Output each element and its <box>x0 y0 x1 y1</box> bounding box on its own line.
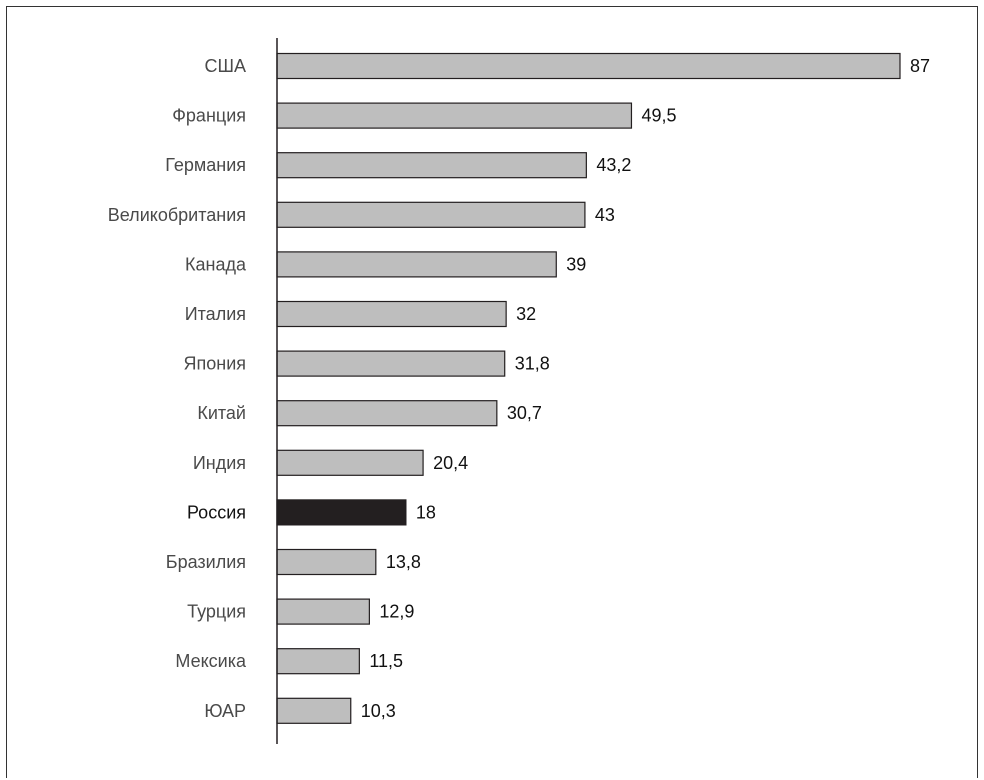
value-label: 43 <box>595 205 615 225</box>
bar <box>276 697 352 724</box>
category-label: Индия <box>193 453 246 473</box>
value-label: 11,5 <box>369 651 403 671</box>
category-label: Япония <box>184 354 247 374</box>
category-label: Канада <box>185 254 247 274</box>
category-label: Франция <box>172 106 246 126</box>
bar <box>276 152 587 179</box>
value-labels: 87 49,5 43,2 43 39 32 31,8 30,7 20,4 18 13,8 12,9 11… <box>361 56 930 721</box>
value-label: 20,4 <box>433 453 468 473</box>
value-label: 87 <box>910 56 930 76</box>
chart-frame <box>6 6 978 778</box>
value-label: 12,9 <box>379 602 414 622</box>
value-label: 43,2 <box>596 155 631 175</box>
category-label: Великобритания <box>108 205 246 225</box>
category-label: США <box>204 56 246 76</box>
bar <box>276 400 498 427</box>
value-label: 30,7 <box>507 403 542 423</box>
category-label: Германия <box>165 155 246 175</box>
bar <box>276 449 424 476</box>
category-label: Италия <box>185 304 246 324</box>
bar <box>276 548 377 576</box>
value-label: 39 <box>566 254 586 274</box>
bar <box>276 201 586 228</box>
value-label: 13,8 <box>386 552 421 572</box>
bars <box>276 52 901 724</box>
bar <box>276 598 370 625</box>
bar <box>276 648 360 675</box>
value-label: 32 <box>516 304 536 324</box>
bar <box>276 102 633 129</box>
category-label: Турция <box>187 602 246 622</box>
value-label: 18 <box>416 502 436 522</box>
bar <box>276 350 506 377</box>
bar <box>276 499 407 526</box>
bar <box>276 52 901 80</box>
category-labels: США Франция Германия Великобритания Канада Ит… <box>108 56 247 721</box>
value-label: 10,3 <box>361 701 396 721</box>
category-label: Россия <box>187 502 246 522</box>
category-label: ЮАР <box>204 701 246 721</box>
bar <box>276 251 557 278</box>
category-label: Мексика <box>175 651 247 671</box>
category-label: Китай <box>197 403 246 423</box>
value-label: 49,5 <box>641 106 676 126</box>
category-label: Бразилия <box>166 552 246 572</box>
bar <box>276 300 507 328</box>
value-label: 31,8 <box>515 354 550 374</box>
